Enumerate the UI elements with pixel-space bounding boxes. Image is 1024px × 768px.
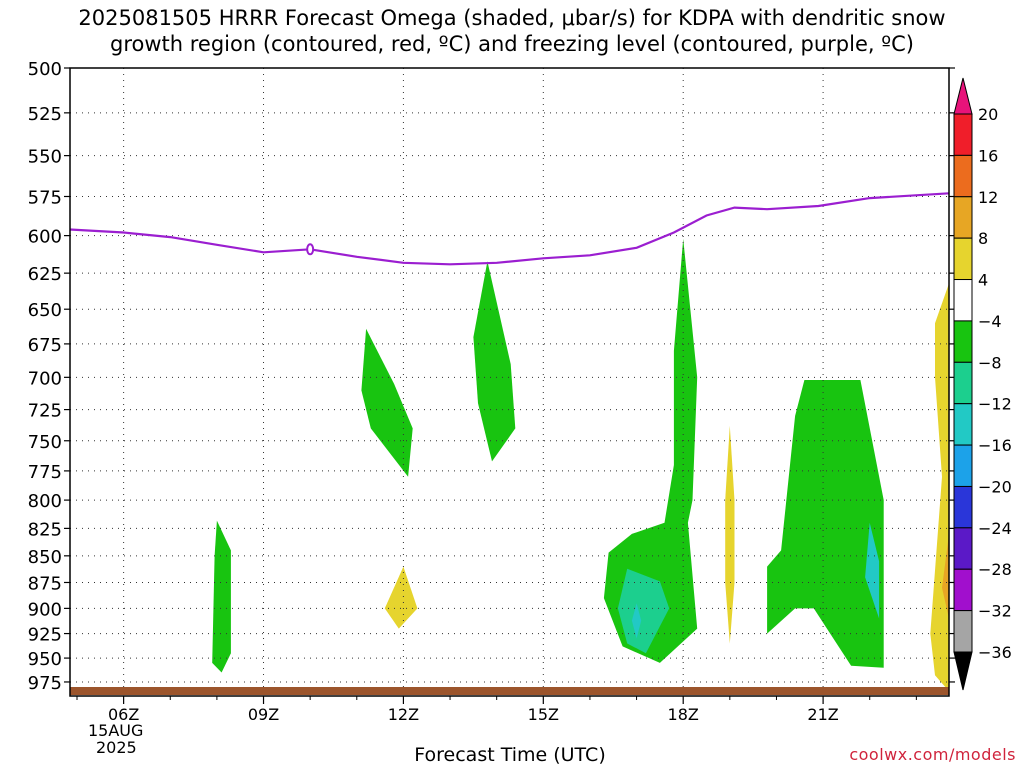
omega-region-11 [942, 533, 949, 619]
omega-region-7 [725, 425, 735, 644]
omega-shaded-regions [212, 238, 949, 692]
colorbar-box-4 [953, 279, 973, 322]
colorbar-box-1 [953, 154, 973, 198]
y-tick-label-950: 950 [28, 649, 62, 670]
colorbar-box-0 [953, 113, 973, 156]
y-tick-label-500: 500 [28, 59, 62, 80]
y-tick-label-775: 775 [28, 462, 62, 483]
omega-region-0 [212, 520, 231, 673]
colorbar-label-2: 12 [978, 188, 998, 207]
colorbar-label-12: −32 [978, 602, 1012, 621]
colorbar-label-11: −28 [978, 560, 1012, 579]
y-tick-label-875: 875 [28, 573, 62, 594]
colorbar-box-9 [953, 485, 973, 529]
pressure-axis: 500 525 550 575 600 625 650 675 700 725 750 775 800 8… [28, 59, 955, 694]
time-axis: 06Z 09Z 12Z 15Z 18Z 21Z [76, 696, 917, 724]
y-tick-label-650: 650 [28, 300, 62, 321]
colorbar-box-11 [953, 568, 973, 612]
chart-title-line-2: growth region (contoured, red, ºC) and f… [110, 32, 914, 56]
chart-title-line-1: 2025081505 HRRR Forecast Omega (shaded, … [78, 6, 946, 30]
omega-region-10 [930, 283, 949, 692]
date-label-day: 15AUG [88, 721, 144, 740]
x-tick-label-09Z: 09Z [248, 705, 279, 724]
omega-region-9 [865, 522, 880, 619]
colorbar-bottom-arrow [953, 651, 973, 691]
date-label-year: 2025 [96, 738, 137, 757]
x-tick-label-06Z: 06Z [108, 705, 139, 724]
colorbar-top-arrow [953, 77, 973, 115]
colorbar-box-5 [953, 320, 973, 363]
x-tick-label-18Z: 18Z [668, 705, 699, 724]
omega-region-3 [473, 261, 516, 462]
y-tick-label-525: 525 [28, 104, 62, 125]
colorbar: 20 16 12 8 4 −4 −8 −12 −16 −20 −24 −28 −32 −36 [953, 77, 1012, 691]
colorbar-label-1: 16 [978, 146, 998, 165]
freezing-level-line [69, 192, 950, 266]
omega-region-5 [617, 568, 670, 654]
site-credit: coolwx.com/models [849, 745, 1016, 764]
omega-region-8 [767, 380, 884, 668]
plot-frame [69, 67, 950, 697]
y-tick-label-975: 975 [28, 673, 62, 694]
colorbar-label-0: 20 [978, 105, 998, 124]
omega-region-1 [361, 328, 413, 477]
y-tick-label-850: 850 [28, 547, 62, 568]
y-tick-label-925: 925 [28, 625, 62, 646]
ground-band [70, 687, 949, 695]
freezing-level-marker [306, 243, 315, 256]
colorbar-label-9: −20 [978, 477, 1012, 496]
y-tick-label-600: 600 [28, 227, 62, 248]
y-tick-label-800: 800 [28, 491, 62, 512]
y-tick-label-550: 550 [28, 147, 62, 168]
colorbar-label-8: −16 [978, 436, 1012, 455]
colorbar-box-6 [953, 361, 973, 405]
y-tick-label-725: 725 [28, 401, 62, 422]
colorbar-box-2 [953, 196, 973, 239]
colorbar-label-5: −4 [978, 312, 1002, 331]
colorbar-box-7 [953, 403, 973, 446]
colorbar-label-7: −12 [978, 395, 1012, 414]
y-tick-label-825: 825 [28, 519, 62, 540]
colorbar-label-10: −24 [978, 519, 1012, 538]
y-tick-label-750: 750 [28, 432, 62, 453]
x-tick-label-21Z: 21Z [807, 705, 838, 724]
colorbar-label-13: −36 [978, 643, 1012, 662]
x-tick-label-12Z: 12Z [388, 705, 419, 724]
omega-region-2 [384, 566, 418, 629]
colorbar-box-10 [953, 527, 973, 570]
y-tick-label-675: 675 [28, 335, 62, 356]
y-tick-label-700: 700 [28, 368, 62, 389]
colorbar-box-3 [953, 237, 973, 281]
omega-region-6 [631, 603, 642, 639]
colorbar-box-12 [953, 610, 973, 653]
colorbar-box-8 [953, 444, 973, 487]
colorbar-label-3: 8 [978, 229, 988, 248]
y-tick-label-625: 625 [28, 264, 62, 285]
colorbar-label-4: 4 [978, 271, 988, 290]
x-tick-label-15Z: 15Z [528, 705, 559, 724]
omega-region-4 [603, 238, 698, 663]
y-tick-label-575: 575 [28, 187, 62, 208]
x-axis-label: Forecast Time (UTC) [414, 744, 606, 766]
y-tick-label-900: 900 [28, 599, 62, 620]
colorbar-label-6: −8 [978, 353, 1002, 372]
